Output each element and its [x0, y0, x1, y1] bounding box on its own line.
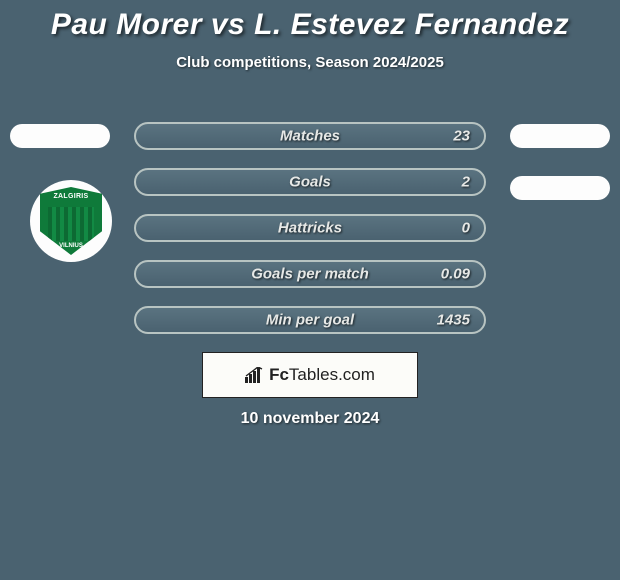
- stat-value: 23: [453, 128, 470, 145]
- brand-text: FcTables.com: [269, 365, 375, 385]
- stat-value: 0.09: [441, 266, 470, 283]
- stat-row-hattricks: Hattricks 0: [134, 214, 486, 242]
- page-subtitle: Club competitions, Season 2024/2025: [0, 54, 620, 71]
- emblem-top-text: ZALGIRIS: [40, 193, 102, 200]
- player-badge-left-small: [10, 124, 110, 148]
- stat-value: 2: [462, 174, 470, 191]
- emblem-bottom-text: VILNIUS: [40, 243, 102, 249]
- header: Pau Morer vs L. Estevez Fernandez Club c…: [0, 0, 620, 71]
- stat-value: 0: [462, 220, 470, 237]
- stat-row-min-per-goal: Min per goal 1435: [134, 306, 486, 334]
- stat-label: Min per goal: [266, 312, 354, 329]
- brand-suffix: Tables.com: [289, 365, 375, 384]
- stat-label: Goals per match: [251, 266, 369, 283]
- stat-label: Hattricks: [278, 220, 342, 237]
- stat-row-goals-per-match: Goals per match 0.09: [134, 260, 486, 288]
- footer-date: 10 november 2024: [0, 410, 620, 428]
- stat-row-goals: Goals 2: [134, 168, 486, 196]
- stat-label: Goals: [289, 174, 331, 191]
- stat-row-matches: Matches 23: [134, 122, 486, 150]
- page-title: Pau Morer vs L. Estevez Fernandez: [0, 8, 620, 42]
- brand-watermark: FcTables.com: [202, 352, 418, 398]
- club-emblem-container: ZALGIRIS VILNIUS: [30, 180, 112, 262]
- club-emblem-icon: ZALGIRIS VILNIUS: [40, 187, 102, 255]
- bars-icon: [245, 367, 265, 383]
- stat-value: 1435: [437, 312, 470, 329]
- brand-prefix: Fc: [269, 365, 289, 384]
- player-badge-right-small: [510, 124, 610, 148]
- stats-list: Matches 23 Goals 2 Hattricks 0 Goals per…: [134, 122, 486, 334]
- player-badge-right-small-2: [510, 176, 610, 200]
- stat-label: Matches: [280, 128, 340, 145]
